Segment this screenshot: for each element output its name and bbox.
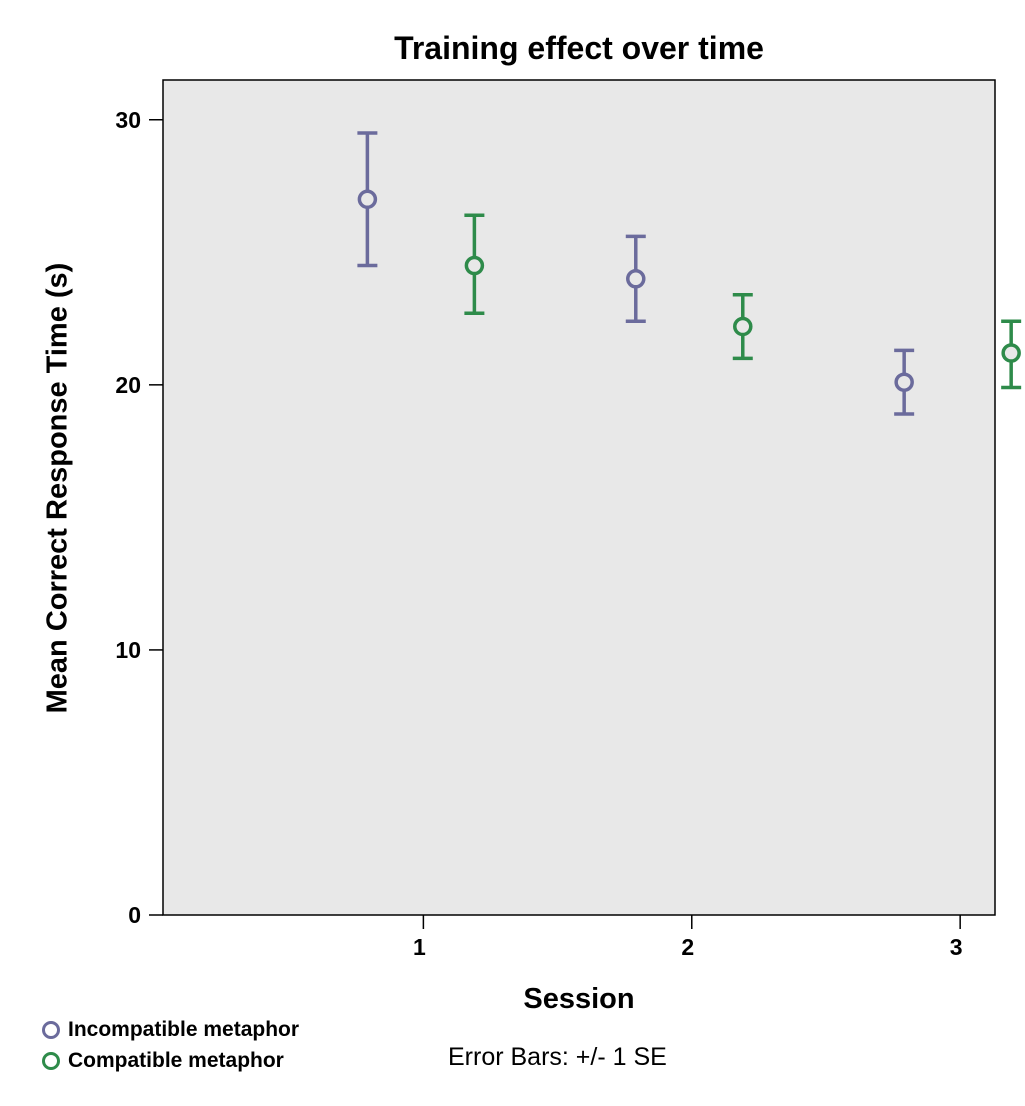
legend-marker-incompatible [42,1020,60,1039]
data-point [464,255,485,276]
x-tick-label: 2 [681,934,694,960]
legend-label-compatible: Compatible metaphor [68,1048,284,1072]
y-axis-label: Mean Correct Response Time (s) [41,262,74,714]
x-tick-label: 3 [950,934,963,960]
data-point [626,269,646,289]
error-bar-note: Error Bars: +/- 1 SE [448,1043,667,1071]
plot-area [162,79,996,916]
x-tick-label: 1 [413,934,426,960]
y-tick-label: 0 [128,902,141,928]
data-point [1001,343,1021,363]
y-tick-label: 20 [115,372,141,398]
data-point [894,372,914,392]
data-point [733,316,753,337]
legend-marker-compatible [42,1051,60,1070]
legend-item-compatible: Compatible metaphor [42,1045,299,1076]
x-axis-label: Session [523,983,635,1015]
data-point [357,189,378,210]
chart-title: Training effect over time [394,30,764,66]
legend: Incompatible metaphor Compatible metapho… [42,1014,299,1076]
legend-label-incompatible: Incompatible metaphor [68,1017,300,1041]
y-tick-label: 10 [115,637,141,663]
y-tick-label: 30 [115,107,141,133]
legend-item-incompatible: Incompatible metaphor [42,1014,299,1045]
